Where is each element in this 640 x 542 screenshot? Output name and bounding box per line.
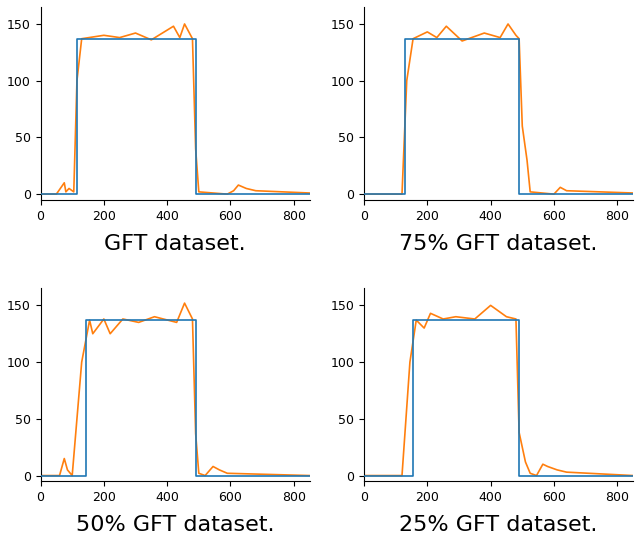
X-axis label: 50% GFT dataset.: 50% GFT dataset. xyxy=(76,515,275,535)
X-axis label: 25% GFT dataset.: 25% GFT dataset. xyxy=(399,515,598,535)
X-axis label: 75% GFT dataset.: 75% GFT dataset. xyxy=(399,234,598,254)
X-axis label: GFT dataset.: GFT dataset. xyxy=(104,234,246,254)
